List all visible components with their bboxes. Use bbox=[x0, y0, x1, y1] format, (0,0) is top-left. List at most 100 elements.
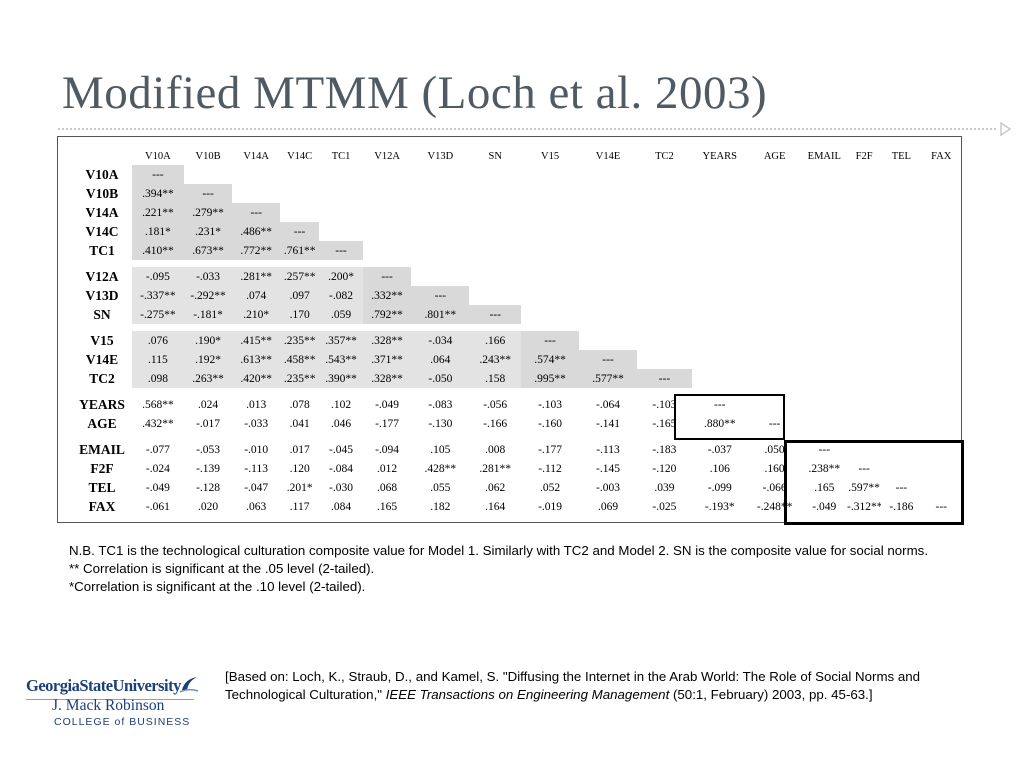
table-cell: .390** bbox=[319, 369, 363, 388]
table-cell: -.066 bbox=[762, 481, 787, 494]
empty-cell bbox=[881, 184, 921, 203]
table-cell: .008 bbox=[485, 443, 506, 456]
table-cell: -.337** bbox=[132, 286, 184, 305]
empty-cell bbox=[319, 203, 362, 222]
table-cell: .880** bbox=[703, 417, 736, 430]
table-cell: .420** bbox=[232, 369, 280, 388]
column-header: V12A bbox=[374, 150, 400, 162]
row-label: FAX bbox=[88, 498, 116, 514]
empty-cell bbox=[847, 286, 881, 305]
logo-university-name: GeorgiaStateUniversity bbox=[26, 676, 181, 695]
table-cell: -.082 bbox=[319, 286, 363, 305]
block-spacer bbox=[72, 388, 961, 395]
table-cell: -.053 bbox=[196, 443, 221, 456]
citation-text: [Based on: Loch, K., Straub, D., and Kam… bbox=[225, 669, 921, 703]
table-cell: .062 bbox=[485, 481, 506, 494]
row-label: V14A bbox=[85, 204, 119, 220]
empty-cell bbox=[521, 184, 579, 203]
table-cell: .158 bbox=[469, 369, 522, 388]
table-cell: .328** bbox=[362, 331, 412, 350]
empty-cell bbox=[521, 286, 579, 305]
table-cell: -.139 bbox=[196, 462, 221, 475]
table-cell: .068 bbox=[377, 481, 398, 494]
table-cell: .415** bbox=[232, 331, 280, 350]
empty-cell bbox=[748, 203, 802, 222]
empty-cell bbox=[881, 350, 921, 369]
table-cell: .192* bbox=[183, 350, 233, 369]
empty-cell bbox=[748, 305, 802, 324]
table-row: V10A --- bbox=[72, 165, 961, 184]
table-cell: -.186 bbox=[889, 500, 914, 513]
note-significance-10: *Correlation is significant at the .10 l… bbox=[69, 579, 366, 595]
empty-cell bbox=[922, 395, 961, 414]
table-cell: .181* bbox=[132, 222, 184, 241]
block-spacer bbox=[72, 260, 961, 267]
empty-cell bbox=[847, 331, 881, 350]
table-row: V12A -.095 -.033.281** .257** .200* --- bbox=[72, 267, 961, 286]
citation-journal: IEEE Transactions on Engineering Managem… bbox=[385, 687, 670, 703]
empty-cell bbox=[184, 165, 233, 184]
empty-cell bbox=[802, 350, 848, 369]
row-label: V10A bbox=[85, 166, 119, 182]
row-label: TEL bbox=[88, 479, 116, 495]
empty-cell bbox=[922, 369, 961, 388]
table-cell: .041 bbox=[289, 417, 310, 430]
empty-cell bbox=[922, 286, 961, 305]
table-cell: .279** bbox=[183, 203, 233, 222]
table-cell: -.061 bbox=[145, 500, 170, 513]
table-cell: .613** bbox=[232, 350, 280, 369]
empty-cell bbox=[748, 222, 802, 241]
empty-cell bbox=[748, 267, 802, 286]
row-label: SN bbox=[93, 306, 111, 322]
table-cell: -.047 bbox=[244, 481, 269, 494]
table-cell: .170 bbox=[279, 305, 320, 324]
column-header: YEARS bbox=[702, 150, 737, 162]
table-cell: .577** bbox=[579, 369, 637, 388]
empty-cell bbox=[521, 305, 579, 324]
table-cell: -.045 bbox=[329, 443, 353, 456]
empty-cell bbox=[319, 165, 362, 184]
empty-cell bbox=[881, 331, 921, 350]
table-frame bbox=[57, 136, 962, 523]
table-cell: -.024 bbox=[145, 462, 170, 475]
table-row: SN -.275** -.181* .210* .170.059.792** .801**… bbox=[72, 305, 961, 324]
empty-cell bbox=[579, 241, 637, 260]
table-row: V14A .221** .279** --- bbox=[72, 203, 961, 222]
empty-cell bbox=[319, 184, 362, 203]
empty-cell bbox=[692, 184, 748, 203]
table-cell: .995** bbox=[521, 369, 580, 388]
empty-cell bbox=[847, 350, 881, 369]
table-cell: -.165 bbox=[652, 417, 677, 430]
table-cell: -.248** bbox=[756, 500, 793, 513]
empty-cell bbox=[319, 222, 362, 241]
empty-cell bbox=[692, 331, 748, 350]
table-row: FAX -.061 .020 .063 .117 .084 .165 .182 .164 -.01… bbox=[72, 497, 961, 516]
column-header: AGE bbox=[763, 150, 786, 162]
empty-cell bbox=[881, 241, 921, 260]
empty-cell bbox=[579, 184, 637, 203]
table-cell: .039 bbox=[654, 481, 675, 494]
empty-cell bbox=[881, 369, 921, 388]
correlation-table: V10A V10B V14A V14C TC1 V12A V13D SN V15 V14E TC2 Y… bbox=[72, 147, 961, 516]
table-cell: -.177 bbox=[375, 417, 400, 430]
table-cell: --- bbox=[469, 305, 522, 324]
table-cell: --- bbox=[579, 350, 637, 369]
table-cell: -.145 bbox=[596, 462, 620, 475]
table-cell: .017 bbox=[289, 443, 310, 456]
table-cell: .012 bbox=[377, 462, 398, 475]
row-label: V14E bbox=[85, 351, 119, 367]
note-significance-05: ** Correlation is significant at the .05… bbox=[69, 561, 375, 577]
column-header: V10B bbox=[195, 150, 221, 162]
empty-cell bbox=[363, 184, 412, 203]
empty-cell bbox=[922, 165, 961, 184]
empty-cell bbox=[922, 222, 961, 241]
citation: [Based on: Loch, K., Straub, D., and Kam… bbox=[225, 668, 975, 705]
table-cell: .165 bbox=[814, 481, 835, 494]
table-cell: -.077 bbox=[145, 443, 170, 456]
block-spacer bbox=[72, 433, 961, 440]
empty-cell bbox=[637, 241, 692, 260]
table-row: F2F -.024 -.139 -.113 .120 -.084 .012 .428** .28… bbox=[72, 459, 961, 478]
empty-cell bbox=[922, 414, 961, 433]
empty-cell bbox=[232, 184, 280, 203]
empty-cell bbox=[692, 267, 748, 286]
